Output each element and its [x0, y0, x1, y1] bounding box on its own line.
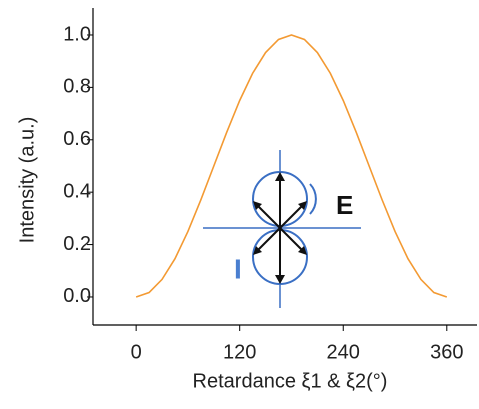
x-axis-label: Retardance ξ1 & ξ2(°) [193, 370, 388, 392]
line-series [135, 34, 448, 298]
y-tick-label: 0.0 [63, 285, 91, 307]
x-tick-label: 240 [327, 341, 360, 363]
annotation: I [234, 253, 242, 284]
y-tick-label: 0.6 [63, 128, 91, 150]
annotation: E [336, 190, 353, 220]
y-tick-label: 0.2 [63, 233, 91, 255]
inset-diagram [203, 150, 361, 308]
x-tick-label: 360 [430, 341, 463, 363]
y-tick-label: 0.8 [63, 76, 91, 98]
x-tick-label: 0 [131, 341, 142, 363]
y-tick-label: 1.0 [63, 23, 91, 45]
x-tick-label: 120 [223, 341, 256, 363]
y-axis-label: Intensity (a.u.) [16, 117, 38, 244]
y-tick-label: 0.4 [63, 180, 91, 202]
